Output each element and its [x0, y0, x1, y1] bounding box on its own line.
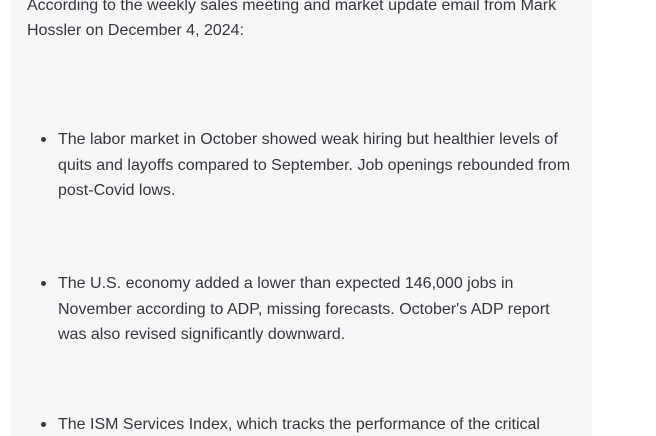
bullet-item: The ISM Services Index, which tracks the…: [41, 412, 578, 436]
message-panel: According to the weekly sales meeting an…: [11, 0, 592, 436]
bullet-item: The labor market in October showed weak …: [41, 127, 578, 204]
intro-text: According to the weekly sales meeting an…: [27, 0, 557, 39]
bullet-item: The U.S. economy added a lower than expe…: [41, 271, 578, 348]
